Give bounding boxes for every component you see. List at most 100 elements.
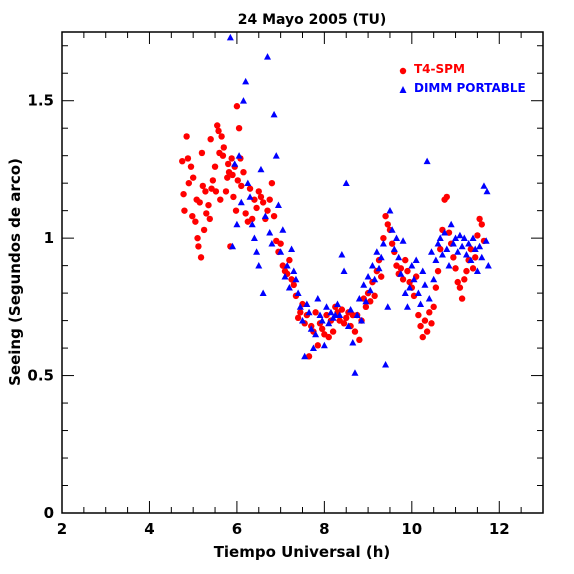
point-t4-spm — [235, 125, 243, 132]
x-tick-label: 4 — [144, 520, 154, 538]
point-dimm-portable — [355, 295, 363, 302]
point-t4-spm — [297, 309, 304, 316]
point-t4-spm — [183, 133, 190, 140]
point-dimm-portable — [333, 300, 341, 307]
point-dimm-portable — [366, 286, 374, 294]
point-t4-spm — [371, 292, 378, 300]
point-dimm-portable — [259, 289, 267, 296]
point-dimm-portable — [309, 344, 317, 351]
point-t4-spm — [458, 295, 466, 302]
point-t4-spm — [432, 284, 440, 291]
point-dimm-portable — [239, 97, 247, 104]
point-dimm-portable — [467, 256, 475, 264]
point-dimm-portable — [364, 273, 372, 280]
point-t4-spm — [268, 179, 276, 187]
point-t4-spm — [380, 234, 387, 242]
point-t4-spm — [222, 188, 230, 195]
point-t4-spm — [192, 218, 199, 225]
point-t4-spm — [199, 182, 207, 190]
point-t4-spm — [218, 133, 225, 140]
point-t4-spm — [196, 199, 203, 206]
point-dimm-portable — [469, 234, 477, 242]
point-dimm-portable — [360, 281, 368, 288]
point-dimm-portable — [229, 242, 237, 250]
point-dimm-portable — [430, 275, 438, 283]
point-t4-spm — [232, 207, 240, 214]
point-dimm-portable — [320, 341, 328, 349]
point-dimm-portable — [279, 226, 287, 233]
point-dimm-portable — [250, 234, 258, 242]
point-t4-spm — [205, 201, 212, 209]
point-dimm-portable — [318, 317, 326, 324]
point-dimm-portable — [312, 330, 320, 338]
point-dimm-portable — [397, 270, 405, 277]
x-tick-label: 2 — [57, 520, 67, 538]
point-t4-spm — [217, 196, 224, 203]
point-dimm-portable — [427, 248, 435, 255]
point-t4-spm — [338, 306, 346, 313]
point-t4-spm — [397, 265, 405, 272]
point-t4-spm — [228, 155, 235, 162]
point-t4-spm — [219, 152, 227, 159]
point-dimm-portable — [314, 295, 322, 302]
point-dimm-portable — [432, 256, 440, 264]
point-dimm-portable — [347, 306, 355, 313]
point-dimm-portable — [482, 237, 490, 244]
point-dimm-portable — [395, 253, 403, 261]
point-dimm-portable — [305, 308, 313, 316]
y-tick-label: 0.5 — [27, 367, 54, 385]
point-dimm-portable — [384, 303, 392, 310]
point-dimm-portable — [292, 275, 300, 283]
point-dimm-portable — [377, 253, 385, 261]
point-t4-spm — [185, 179, 193, 187]
point-t4-spm — [351, 328, 359, 335]
point-dimm-portable — [316, 311, 324, 318]
point-dimm-portable — [434, 240, 442, 247]
point-dimm-portable — [465, 240, 473, 247]
point-dimm-portable — [445, 262, 453, 269]
point-t4-spm — [343, 314, 350, 322]
point-t4-spm — [384, 221, 391, 228]
y-axis-label: Seeing (Segundos de arco) — [6, 158, 24, 386]
point-dimm-portable — [484, 262, 492, 269]
point-t4-spm — [323, 311, 330, 319]
x-tick-label: 8 — [319, 520, 329, 538]
point-dimm-portable — [410, 275, 418, 283]
plot-frame — [61, 31, 544, 514]
point-t4-spm — [209, 177, 217, 184]
point-t4-spm — [443, 193, 450, 201]
point-t4-spm — [253, 204, 260, 212]
point-t4-spm — [277, 240, 284, 247]
point-t4-spm — [421, 317, 429, 324]
point-dimm-portable — [274, 201, 282, 209]
point-dimm-portable — [399, 237, 407, 244]
point-t4-spm — [224, 160, 232, 168]
point-t4-spm — [286, 256, 293, 264]
point-t4-spm — [314, 342, 322, 349]
legend-marker-dimm-portable — [399, 86, 407, 93]
point-t4-spm — [233, 103, 241, 110]
point-t4-spm — [189, 174, 197, 181]
point-dimm-portable — [454, 248, 462, 255]
point-dimm-portable — [403, 303, 411, 310]
x-tick-label: 6 — [232, 520, 242, 538]
point-dimm-portable — [480, 182, 488, 189]
point-t4-spm — [454, 278, 461, 286]
point-t4-spm — [229, 171, 236, 179]
point-dimm-portable — [443, 245, 451, 253]
legend-label-t4-spm: T4-SPM — [414, 62, 465, 76]
axis-ticks — [61, 32, 544, 514]
point-t4-spm — [437, 245, 444, 253]
point-dimm-portable — [301, 352, 309, 360]
point-dimm-portable — [462, 251, 470, 258]
point-t4-spm — [202, 188, 209, 195]
point-dimm-portable — [379, 240, 387, 247]
point-t4-spm — [211, 163, 219, 170]
point-dimm-portable — [382, 360, 390, 368]
point-dimm-portable — [255, 262, 263, 269]
point-t4-spm — [410, 292, 418, 300]
point-t4-spm — [415, 311, 422, 319]
y-tick-label: 1.5 — [27, 92, 54, 110]
point-t4-spm — [476, 215, 483, 223]
point-t4-spm — [255, 188, 262, 195]
